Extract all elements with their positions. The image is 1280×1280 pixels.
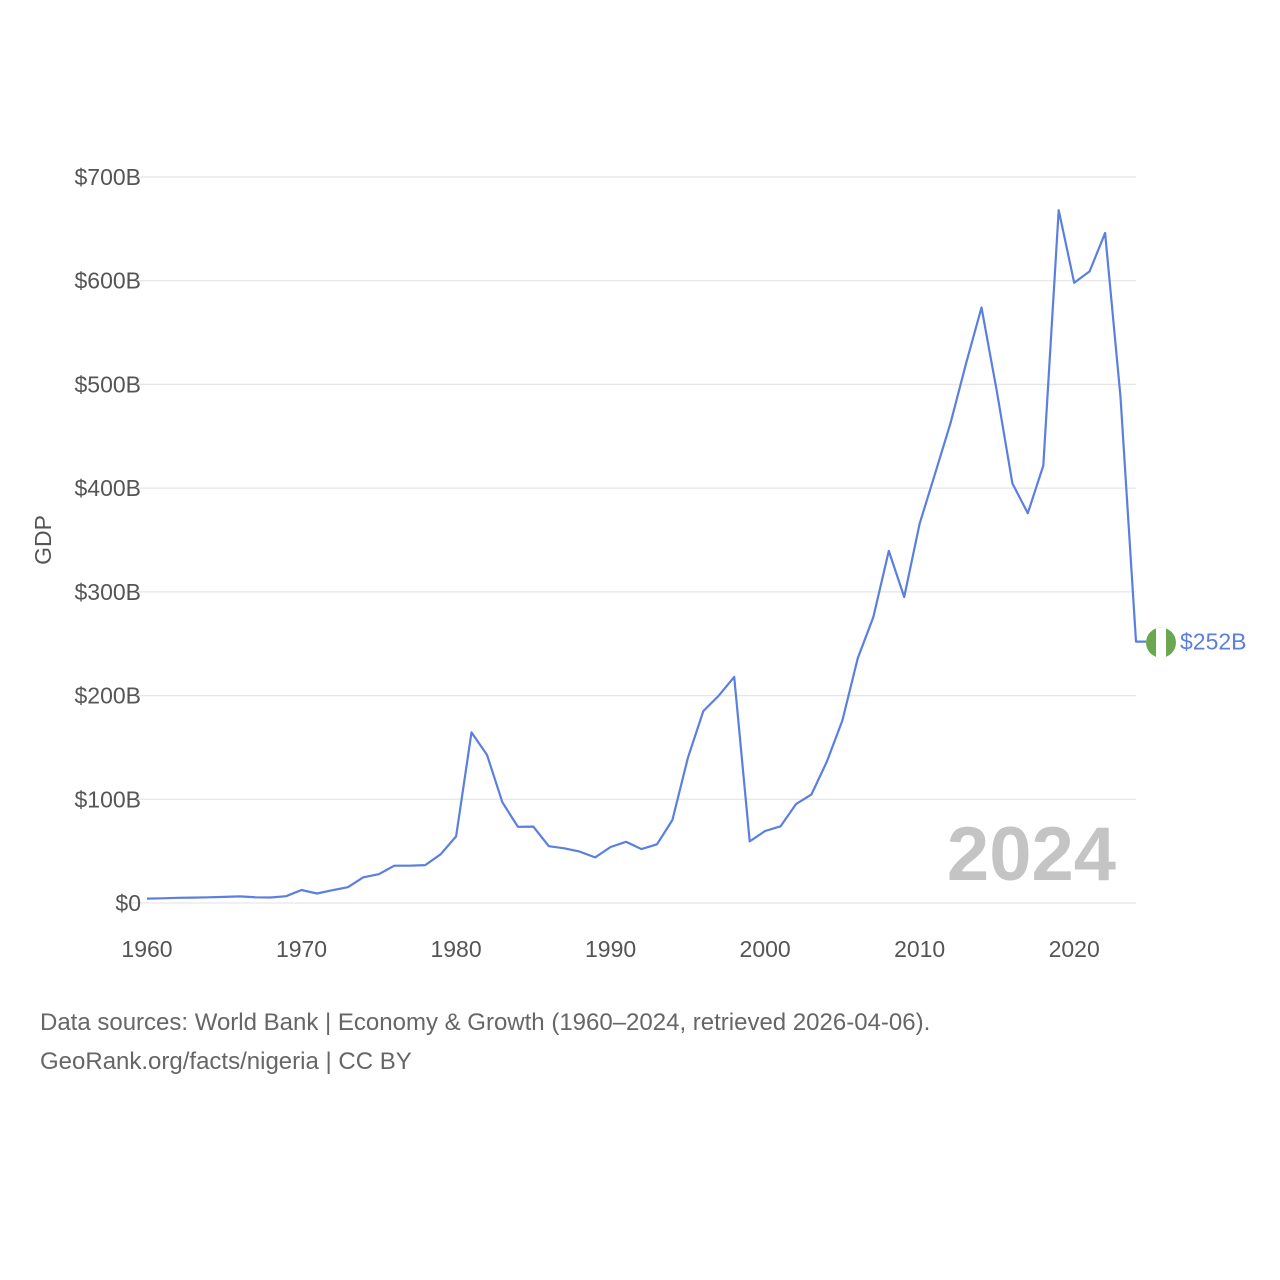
x-tick-label: 1990	[585, 936, 636, 962]
attribution-note: GeoRank.org/facts/nigeria | CC BY	[40, 1048, 412, 1075]
x-tick-label: 2010	[894, 936, 945, 962]
y-tick-label: $400B	[74, 475, 141, 501]
y-tick-label: $600B	[74, 268, 141, 294]
x-tick-label: 1970	[276, 936, 327, 962]
x-tick-label: 1960	[121, 936, 172, 962]
current-year-overlay: 2024	[947, 812, 1116, 897]
y-tick-label: $100B	[74, 786, 141, 812]
y-tick-label: $200B	[74, 683, 141, 709]
y-axis-title: GDP	[30, 515, 56, 565]
x-axis-tick-labels: 1960 1970 1980 1990 2000 2010 2020	[121, 936, 1099, 962]
series-layer	[146, 209, 1146, 900]
end-marker	[1146, 627, 1176, 658]
data-source-note: Data sources: World Bank | Economy & Gro…	[40, 1009, 931, 1036]
y-axis-tick-labels: $0 $100B $200B $300B $400B $500B $600B $700B	[74, 164, 141, 916]
y-tick-label: $0	[115, 890, 141, 916]
end-value-label: $252B	[1180, 629, 1247, 655]
x-tick-label: 1980	[430, 936, 481, 962]
grid-lines	[127, 176, 1136, 904]
y-tick-label: $500B	[74, 371, 141, 397]
nigeria-flag-icon	[1146, 627, 1176, 658]
series-line	[146, 209, 1146, 900]
x-tick-label: 2020	[1049, 936, 1100, 962]
x-tick-label: 2000	[740, 936, 791, 962]
y-tick-label: $300B	[74, 579, 141, 605]
y-tick-label: $700B	[74, 164, 141, 190]
footer: Data sources: World Bank | Economy & Gro…	[40, 1003, 930, 1081]
